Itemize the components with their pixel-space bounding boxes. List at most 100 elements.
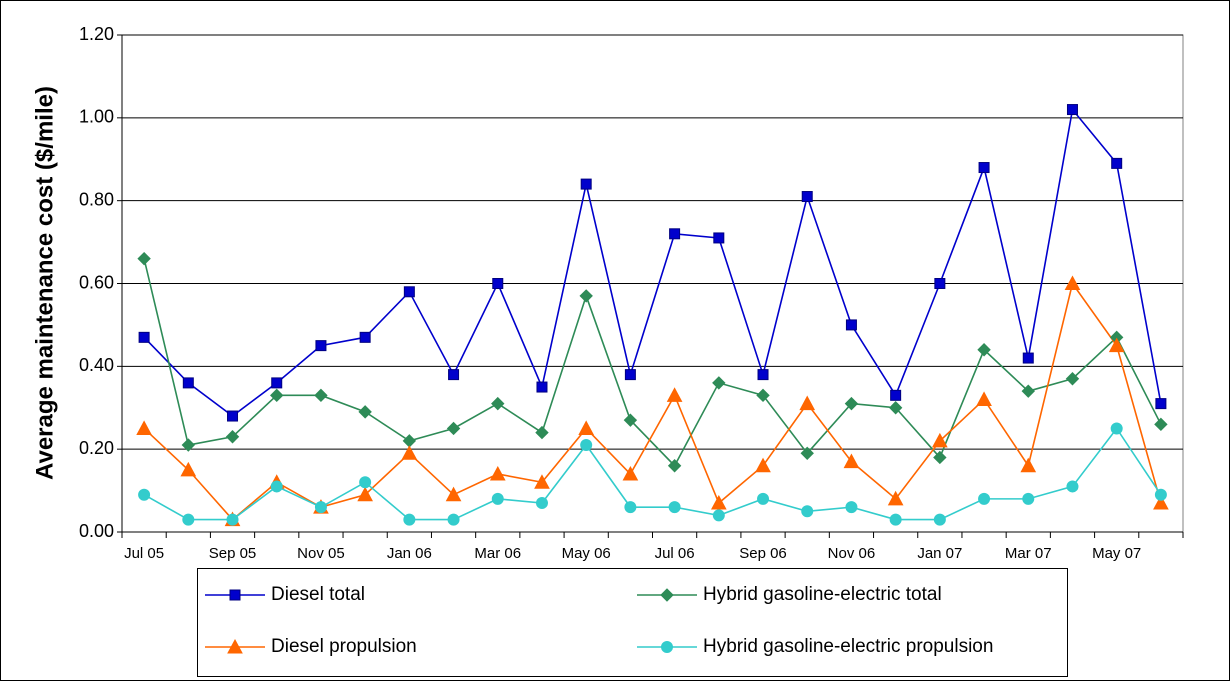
marker xyxy=(448,369,460,381)
marker xyxy=(978,492,991,505)
marker xyxy=(889,513,902,526)
marker xyxy=(801,191,813,203)
marker xyxy=(1153,494,1169,510)
marker xyxy=(491,396,505,411)
marker xyxy=(227,638,243,654)
legend-label: Diesel total xyxy=(271,584,365,605)
marker xyxy=(976,391,992,406)
marker xyxy=(314,501,327,514)
marker xyxy=(359,331,371,343)
marker xyxy=(978,162,990,174)
marker xyxy=(357,486,373,502)
marker xyxy=(710,494,727,510)
y-tick-label: 0.80 xyxy=(79,189,114,209)
marker xyxy=(1110,422,1123,435)
marker xyxy=(580,178,592,190)
marker xyxy=(666,387,683,402)
marker xyxy=(270,388,284,403)
x-tick-label: May 06 xyxy=(562,545,611,562)
marker xyxy=(1066,480,1079,493)
marker xyxy=(314,388,328,403)
x-tick-label: Sep 06 xyxy=(739,545,787,562)
marker xyxy=(359,476,372,489)
marker xyxy=(845,319,857,331)
marker xyxy=(888,401,903,415)
marker xyxy=(403,513,416,526)
marker xyxy=(1022,352,1034,364)
marker xyxy=(845,501,858,514)
marker xyxy=(712,509,725,522)
marker xyxy=(757,369,769,381)
marker xyxy=(489,465,506,481)
marker xyxy=(843,453,860,469)
marker xyxy=(138,488,151,501)
legend-label: Hybrid gasoline-electric propulsion xyxy=(703,636,993,657)
marker xyxy=(669,228,681,240)
marker xyxy=(1108,337,1125,353)
marker xyxy=(1064,275,1081,290)
marker xyxy=(801,505,814,518)
y-tick-label: 0.20 xyxy=(79,438,114,458)
marker xyxy=(755,457,771,473)
marker xyxy=(624,501,637,514)
marker xyxy=(622,465,639,481)
marker xyxy=(623,413,638,427)
marker xyxy=(226,513,239,526)
marker xyxy=(580,439,593,452)
marker xyxy=(270,480,283,493)
marker xyxy=(887,490,904,506)
marker xyxy=(578,420,595,435)
marker xyxy=(1021,384,1035,398)
marker xyxy=(661,641,673,653)
marker xyxy=(1022,492,1035,505)
marker xyxy=(668,501,681,514)
legend-label: Diesel propulsion xyxy=(271,636,417,657)
y-tick-label: 0.40 xyxy=(79,355,114,375)
marker xyxy=(800,446,814,461)
marker xyxy=(660,588,674,602)
marker xyxy=(1020,457,1037,473)
marker xyxy=(446,421,461,436)
marker xyxy=(667,459,682,473)
marker xyxy=(225,430,240,444)
x-tick-label: Jul 06 xyxy=(655,545,695,562)
marker xyxy=(1154,417,1168,432)
marker xyxy=(799,395,816,411)
x-tick-label: Jan 06 xyxy=(387,545,432,562)
marker xyxy=(182,513,195,526)
marker xyxy=(1155,398,1167,410)
marker xyxy=(445,486,462,502)
marker xyxy=(712,376,726,390)
legend-label: Hybrid gasoline-electric total xyxy=(703,584,942,605)
marker xyxy=(890,389,902,401)
y-axis-label: Average maintenance cost ($/mile) xyxy=(31,86,58,480)
marker xyxy=(933,450,947,465)
marker xyxy=(401,445,418,460)
marker xyxy=(136,420,152,435)
y-tick-label: 1.00 xyxy=(79,107,114,127)
x-tick-label: Nov 06 xyxy=(828,545,876,562)
y-tick-label: 0.00 xyxy=(79,521,114,541)
marker xyxy=(180,461,197,477)
marker xyxy=(844,396,859,411)
marker xyxy=(1066,104,1078,116)
x-tick-label: Sep 05 xyxy=(209,545,257,562)
marker xyxy=(137,251,151,266)
y-tick-label: 0.60 xyxy=(79,272,114,292)
x-tick-label: Mar 06 xyxy=(474,545,521,562)
marker xyxy=(624,369,636,381)
marker xyxy=(1154,488,1167,501)
x-tick-label: Jan 07 xyxy=(917,545,962,562)
series-line xyxy=(143,258,1162,468)
marker xyxy=(1111,157,1123,169)
marker xyxy=(227,410,239,422)
marker xyxy=(138,331,150,343)
marker xyxy=(181,438,196,452)
marker xyxy=(535,425,549,440)
marker xyxy=(315,340,327,352)
marker xyxy=(403,286,415,298)
marker xyxy=(491,492,504,505)
marker xyxy=(756,388,770,403)
marker xyxy=(358,405,372,419)
